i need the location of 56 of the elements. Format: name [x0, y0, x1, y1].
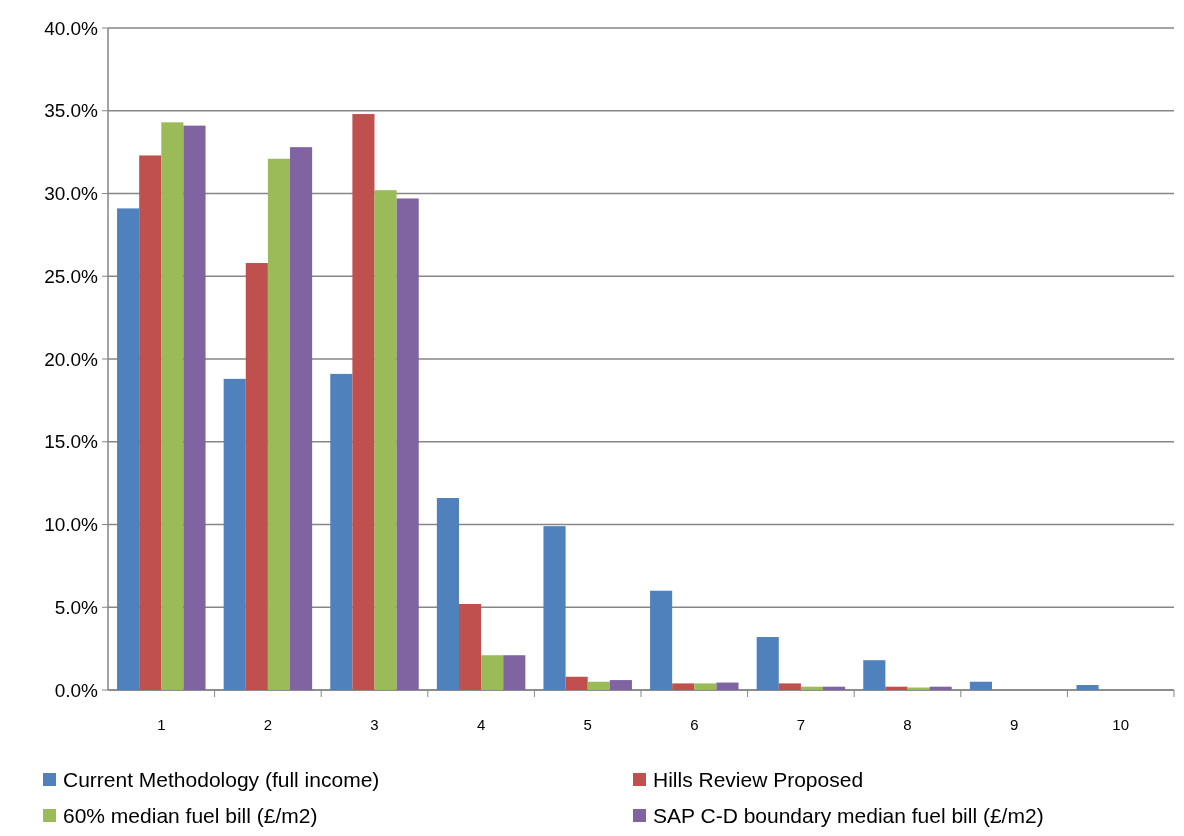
bar: [929, 686, 952, 690]
bar: [863, 660, 886, 690]
bar: [352, 114, 375, 690]
bar: [245, 263, 268, 690]
bar: [756, 637, 779, 690]
y-tick-label: 0.0%: [54, 679, 99, 701]
bar: [885, 686, 908, 690]
bar: [543, 526, 566, 690]
y-tick-label: 40.0%: [44, 17, 99, 39]
bar: [587, 681, 610, 690]
legend-label: 60% median fuel bill (£/m2): [63, 804, 318, 828]
bar: [1076, 685, 1099, 690]
bar: [139, 155, 162, 690]
x-tick-label: 3: [370, 716, 379, 733]
bar: [396, 198, 419, 690]
bar: [609, 680, 632, 690]
x-tick-label: 1: [157, 716, 166, 733]
bar: [436, 498, 459, 690]
y-tick-label: 30.0%: [44, 183, 99, 205]
legend-label: Hills Review Proposed: [653, 768, 864, 792]
bar: [374, 190, 397, 690]
bar: [778, 683, 801, 690]
bar: [650, 590, 673, 690]
bar: [694, 683, 717, 690]
x-tick-label: 9: [1009, 716, 1019, 733]
y-tick-label: 10.0%: [44, 514, 99, 536]
bar: [183, 125, 206, 690]
legend-label: Current Methodology (full income): [63, 768, 380, 792]
x-tick-label: 7: [796, 716, 806, 733]
bar: [800, 686, 824, 690]
bar: [290, 147, 313, 690]
x-tick-label: 2: [263, 716, 273, 733]
bar: [823, 686, 846, 690]
bar: [672, 683, 695, 690]
bar: [267, 158, 291, 690]
bar: [969, 681, 992, 690]
bar: [716, 682, 739, 690]
x-tick-label: 5: [583, 716, 592, 733]
y-tick-label: 5.0%: [54, 596, 99, 618]
bar: [565, 676, 588, 690]
x-tick-label: 4: [476, 716, 486, 733]
bar: [223, 378, 246, 690]
x-tick-label: 10: [1112, 716, 1130, 733]
y-tick-label: 20.0%: [44, 348, 99, 370]
bar: [503, 655, 526, 690]
bar: [481, 655, 504, 690]
y-tick-label: 15.0%: [44, 431, 99, 453]
bar: [330, 373, 353, 690]
x-tick-label: 8: [903, 716, 912, 733]
y-tick-label: 35.0%: [44, 100, 99, 122]
bar: [458, 603, 482, 690]
bar: [161, 122, 184, 690]
x-tick-label: 6: [690, 716, 699, 733]
legend-label: SAP C-D boundary median fuel bill (£/m2): [653, 804, 1044, 828]
y-tick-label: 25.0%: [44, 265, 99, 287]
bar: [117, 208, 140, 690]
